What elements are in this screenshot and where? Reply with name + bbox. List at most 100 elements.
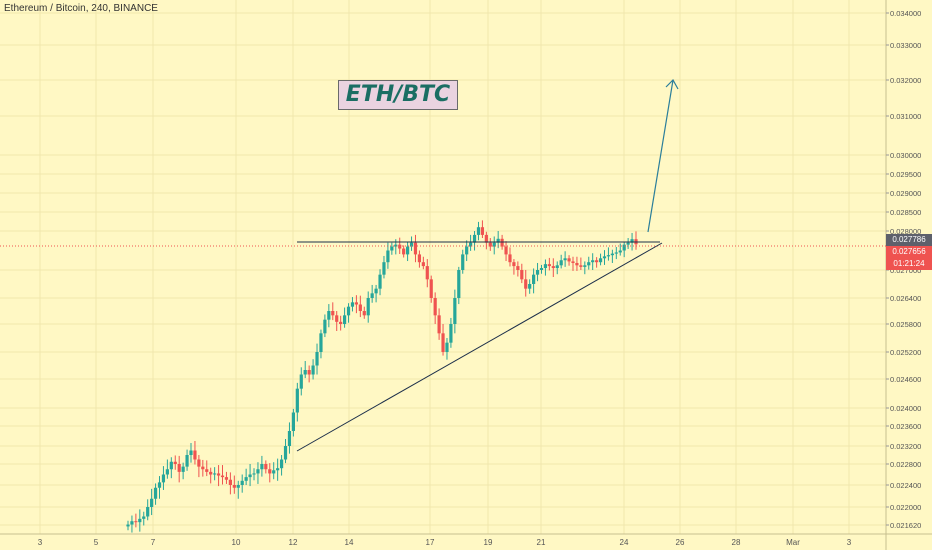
y-tick-label: 0.022400 [890, 481, 921, 490]
candle-body [441, 333, 445, 352]
candle-body [327, 311, 331, 320]
candle-body [177, 464, 181, 472]
candle-body [339, 321, 343, 324]
candle-body [224, 477, 229, 480]
candle-body [126, 524, 130, 527]
y-tick-label: 0.025200 [890, 348, 921, 357]
candle-body [354, 302, 359, 305]
candle-body [606, 255, 611, 257]
candle-body [193, 450, 197, 460]
candle-body [390, 246, 394, 251]
y-tick-label: 0.031000 [890, 112, 921, 121]
candle-body [295, 388, 299, 413]
candle-body [551, 266, 555, 269]
candle-body [248, 474, 252, 478]
candle-body [350, 302, 355, 307]
candle-body [311, 365, 315, 375]
candle-body [228, 479, 232, 485]
candle-body [524, 279, 528, 289]
candle-body [472, 234, 477, 243]
candle-body [232, 485, 236, 488]
candle-body [453, 298, 457, 324]
candle-body [532, 274, 536, 284]
candle-body [134, 521, 138, 523]
candle-body [161, 474, 166, 483]
candle-body [469, 242, 473, 247]
ascending-trend-line[interactable] [296, 242, 663, 452]
candle-body [272, 470, 276, 474]
candle-body [236, 485, 240, 488]
candle-body [201, 466, 205, 470]
y-tick-label: 0.028000 [890, 227, 921, 236]
candle-body [413, 242, 418, 255]
candle-body [405, 246, 410, 255]
candle-body [433, 298, 437, 316]
y-tick-label: 0.026400 [890, 294, 921, 303]
candle-body [409, 242, 414, 247]
candle-body [476, 227, 481, 235]
x-tick-label: 28 [732, 538, 741, 547]
candle-body [307, 370, 311, 375]
candle-body [421, 262, 425, 267]
y-tick-label: 0.029500 [890, 170, 921, 179]
candle-body [181, 466, 185, 472]
candle-body [264, 464, 268, 470]
candle-body [244, 477, 248, 481]
candle-body [358, 304, 362, 311]
candle-body [197, 459, 201, 467]
candle-body [268, 469, 272, 474]
x-tick-label: 7 [151, 538, 156, 547]
candle-body [626, 242, 630, 245]
candle-body [555, 265, 559, 269]
y-tick-label: 0.022000 [890, 503, 921, 512]
candle-body [579, 265, 583, 267]
candle-body [559, 260, 563, 266]
candle-body [213, 473, 217, 475]
candle-body [480, 227, 485, 235]
x-tick-label: 17 [426, 538, 435, 547]
candle-body [299, 374, 303, 389]
candle-body [142, 516, 146, 519]
candle-body [331, 311, 335, 316]
y-tick-label: 0.032000 [890, 76, 921, 85]
candle-body [437, 315, 441, 334]
candle-body [492, 242, 496, 247]
candle-body [429, 279, 433, 298]
candle-body [618, 250, 622, 253]
candle-body [539, 268, 544, 270]
candle-body [283, 446, 288, 460]
candle-body [370, 293, 374, 298]
candle-body [516, 266, 520, 270]
candle-body [252, 473, 256, 475]
projection-arrow-shaft[interactable] [647, 79, 674, 233]
x-tick-label: 3 [847, 538, 852, 547]
x-tick-label: 5 [94, 538, 99, 547]
candle-body [342, 315, 347, 324]
y-tick-label: 0.024000 [890, 404, 921, 413]
candle-body [130, 521, 134, 525]
candle-body [445, 342, 449, 352]
y-tick-label: 0.021620 [890, 521, 921, 530]
candle-body [402, 248, 406, 255]
candle-body [185, 455, 189, 467]
candle-body [575, 262, 579, 266]
candle-body [461, 254, 465, 270]
candle-body [520, 270, 524, 280]
y-tick-label: 0.022800 [890, 460, 921, 469]
candle-body [346, 306, 351, 316]
candle-body [591, 260, 595, 263]
x-tick-label: 14 [345, 538, 354, 547]
candle-body [378, 274, 382, 289]
candle-body [465, 246, 469, 255]
candle-body [504, 246, 508, 255]
candle-body [386, 250, 390, 263]
candle-body [583, 265, 587, 267]
candle-body [260, 464, 264, 470]
candle-body [457, 270, 461, 298]
last-price-tag: 0.027786 [886, 234, 932, 246]
x-tick-label: 26 [676, 538, 685, 547]
y-tick-label: 0.028500 [890, 208, 921, 217]
eth-btc-annotation-label[interactable]: ETH/BTC [338, 80, 458, 110]
